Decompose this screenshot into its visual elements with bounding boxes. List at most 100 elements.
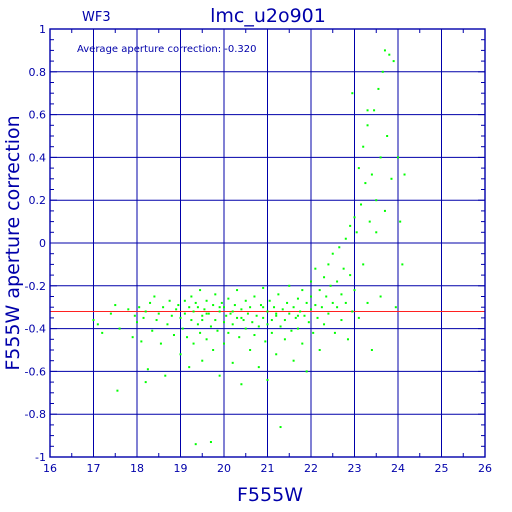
data-point (218, 310, 221, 313)
data-point (399, 220, 402, 223)
y-tick-labels: -1 -0.8 -0.6 -0.4 -0.2 0 0.2 0.4 0.6 0.8 1 (25, 23, 46, 464)
data-point (275, 353, 278, 356)
x-tick-label: 21 (261, 462, 275, 475)
data-point (186, 336, 189, 339)
data-point (196, 306, 199, 309)
data-point (144, 310, 147, 313)
data-point (249, 306, 252, 309)
data-point (270, 319, 273, 322)
data-point (240, 308, 243, 311)
data-point (362, 263, 365, 266)
data-point (207, 312, 210, 315)
data-point (92, 319, 95, 322)
data-point (327, 312, 330, 315)
x-tick-label: 22 (304, 462, 318, 475)
data-point (379, 295, 382, 298)
data-point (142, 316, 145, 319)
y-tick-label: 0.8 (29, 66, 47, 79)
data-point (286, 301, 289, 304)
data-point (181, 327, 184, 330)
x-tick-label: 16 (43, 462, 57, 475)
data-point (305, 301, 308, 304)
data-point (192, 342, 195, 345)
data-point (336, 280, 339, 283)
data-point (340, 293, 343, 296)
data-point (199, 331, 202, 334)
data-point (366, 124, 369, 127)
data-point (101, 331, 104, 334)
data-point (336, 306, 339, 309)
grid-lines (49, 28, 486, 458)
y-tick-label: -0.6 (25, 365, 46, 378)
y-tick-label: 0.2 (29, 194, 47, 207)
data-point (290, 329, 293, 332)
data-point (270, 331, 273, 334)
data-point (383, 49, 386, 52)
data-point (357, 167, 360, 170)
data-point (288, 284, 291, 287)
axis-ticks (49, 28, 486, 458)
data-point (201, 314, 204, 317)
data-point (275, 312, 278, 315)
data-points (92, 49, 406, 446)
data-point (383, 209, 386, 212)
data-point (362, 145, 365, 148)
data-point (162, 306, 165, 309)
x-tick-label: 23 (348, 462, 362, 475)
data-point (331, 301, 334, 304)
data-point (201, 359, 204, 362)
data-point (314, 267, 317, 270)
data-point (314, 304, 317, 307)
x-tick-label: 17 (87, 462, 101, 475)
data-point (349, 274, 352, 277)
chip-label: WF3 (82, 10, 111, 25)
data-point (231, 323, 234, 326)
data-point (244, 299, 247, 302)
data-point (277, 293, 280, 296)
data-point (305, 370, 308, 373)
chart-title: lmc_u2o901 (210, 5, 326, 27)
data-point (231, 310, 234, 313)
data-point (379, 156, 382, 159)
data-point (403, 173, 406, 176)
data-point (368, 220, 371, 223)
data-point (179, 316, 182, 319)
data-point (375, 199, 378, 202)
data-point (151, 329, 154, 332)
data-point (397, 156, 399, 159)
data-point (303, 314, 306, 317)
data-point (344, 237, 347, 240)
data-point (249, 349, 252, 351)
data-point (296, 297, 299, 300)
data-point (292, 359, 295, 362)
data-point (190, 295, 193, 298)
data-point (253, 334, 256, 337)
data-point (320, 306, 323, 309)
data-point (214, 293, 217, 296)
data-point (351, 92, 354, 95)
data-point (273, 306, 276, 309)
data-point (299, 310, 302, 313)
data-point (170, 314, 173, 317)
data-point (283, 319, 286, 322)
data-point (209, 325, 212, 328)
y-tick-label: -0.8 (25, 408, 46, 421)
data-point (188, 366, 191, 369)
data-point (266, 310, 269, 313)
data-point (296, 327, 299, 330)
data-point (301, 289, 304, 292)
data-point (127, 308, 130, 311)
data-point (240, 316, 243, 319)
data-point (375, 231, 378, 234)
data-point (175, 308, 178, 311)
data-point (301, 342, 304, 345)
data-point (114, 304, 117, 307)
data-point (190, 319, 193, 322)
data-point (199, 289, 202, 292)
data-point (381, 70, 384, 73)
data-point (262, 286, 265, 289)
data-point (146, 368, 149, 371)
x-tick-label: 20 (217, 462, 231, 475)
data-point (183, 299, 186, 302)
data-point (131, 336, 134, 339)
